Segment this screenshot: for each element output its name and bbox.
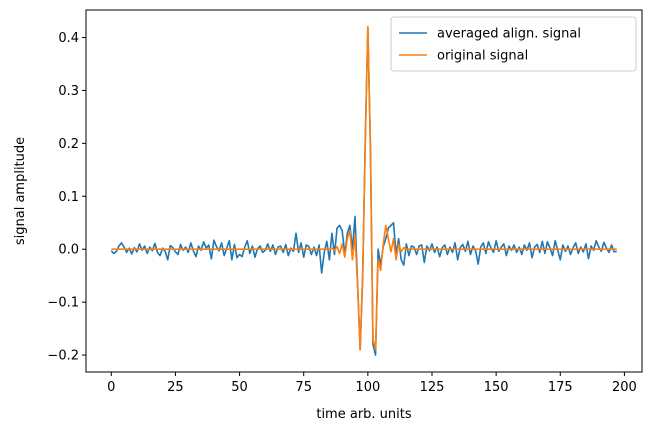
line-series	[111, 26, 617, 351]
x-tick-label: 0	[107, 380, 115, 395]
x-tick-label: 75	[295, 380, 312, 395]
x-tick-label: 150	[484, 380, 509, 395]
x-tick-label: 125	[420, 380, 445, 395]
x-tick-label: 200	[612, 380, 637, 395]
legend: averaged align. signal original signal	[390, 16, 637, 72]
y-axis-label: signal amplitude	[13, 137, 28, 245]
x-tick-label: 50	[231, 380, 248, 395]
y-tick-label: 0.1	[58, 190, 79, 205]
legend-box	[390, 16, 637, 72]
x-tick-label: 175	[548, 380, 573, 395]
x-axis-label: time arb. units	[316, 407, 412, 422]
y-tick-label: 0.3	[58, 84, 79, 99]
y-tick-label: 0.4	[58, 31, 79, 46]
y-tick-label: 0.0	[58, 243, 79, 258]
legend-label: averaged align. signal	[437, 27, 581, 42]
legend-label: original signal	[437, 49, 528, 64]
x-tick-label: 25	[167, 380, 184, 395]
x-tick-label: 100	[355, 380, 380, 395]
y-tick-label: −0.2	[47, 349, 79, 364]
y-tick-label: 0.2	[58, 137, 79, 152]
y-tick-label: −0.1	[47, 296, 79, 311]
plot-frame	[85, 9, 643, 373]
